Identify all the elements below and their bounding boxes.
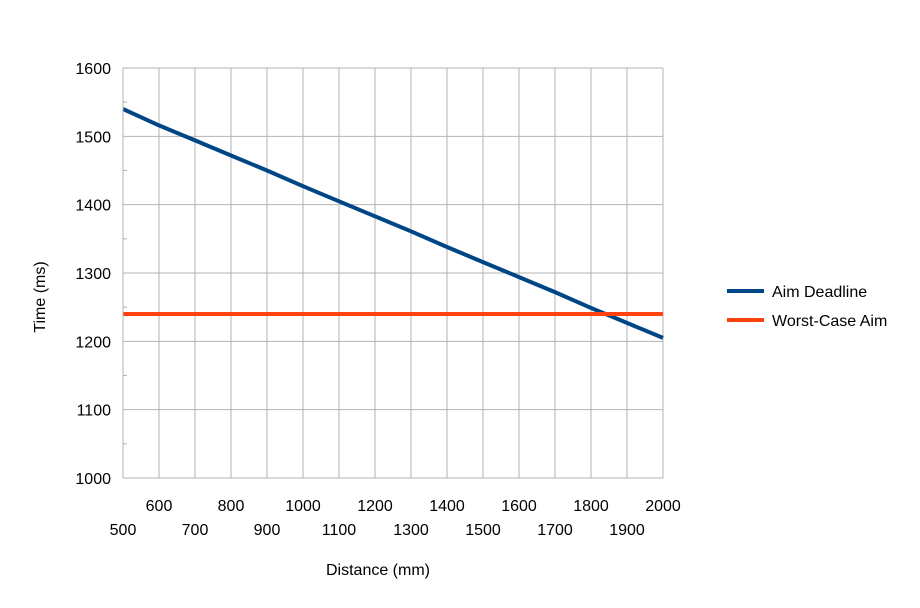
x-tick-label: 1200 [357,498,393,515]
x-tick-label: 900 [254,522,281,539]
x-tick-label: 800 [218,498,245,515]
x-tick-label: 1400 [429,498,465,515]
legend-label: Worst-Case Aim [772,313,887,330]
y-axis-title: Time (ms) [32,261,49,332]
x-tick-label: 2000 [645,498,681,515]
x-tick-label: 1500 [465,522,501,539]
x-axis-title: Distance (mm) [326,562,430,579]
y-tick-label: 1300 [75,266,111,283]
y-tick-label: 1200 [75,334,111,351]
y-tick-label: 1500 [75,129,111,146]
x-tick-label: 1800 [573,498,609,515]
tick-labels: 1000110012001300140015001600500600700800… [75,61,680,539]
x-tick-label: 1700 [537,522,573,539]
y-tick-label: 1000 [75,471,111,488]
x-tick-label: 500 [110,522,137,539]
y-tick-label: 1600 [75,61,111,78]
x-tick-label: 700 [182,522,209,539]
legend: Aim Deadline Worst-Case Aim [727,284,887,330]
legend-label: Aim Deadline [772,284,867,301]
grid [123,68,663,478]
y-tick-label: 1400 [75,198,111,215]
x-tick-label: 1600 [501,498,537,515]
x-tick-label: 600 [146,498,173,515]
y-tick-label: 1100 [77,403,112,420]
x-tick-label: 1900 [609,522,645,539]
x-tick-label: 1000 [285,498,321,515]
x-tick-label: 1100 [322,522,357,539]
x-tick-label: 1300 [393,522,429,539]
series-line-aim-deadline [123,109,663,338]
series-layer [123,109,663,338]
